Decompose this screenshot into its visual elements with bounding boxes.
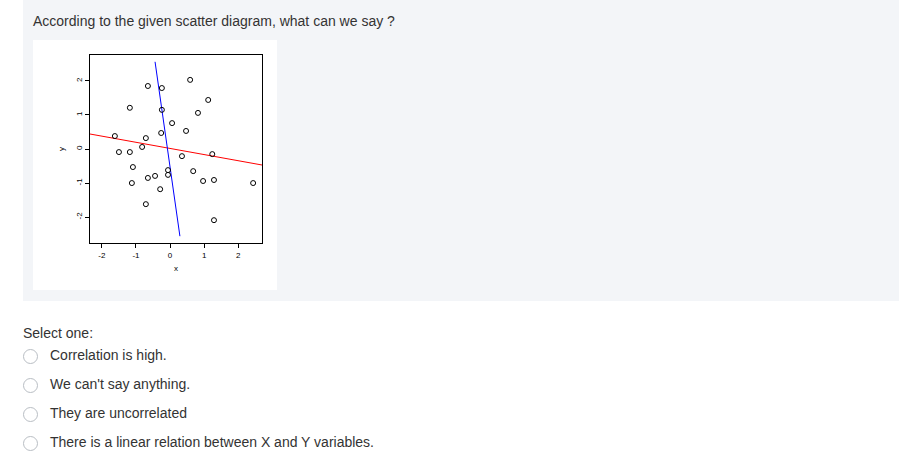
svg-text:-1: -1 (132, 251, 140, 260)
svg-text:1: 1 (75, 111, 84, 116)
svg-text:-1: -1 (75, 178, 84, 186)
svg-text:y: y (57, 147, 66, 151)
html-text:Select one:: Select one: (23, 325, 94, 341)
html-text:There is a linear relation bet: There is a linear relation between X and… (50, 434, 374, 450)
svg-text:2: 2 (75, 77, 84, 82)
svg-text:-2: -2 (75, 212, 84, 220)
html-text:We can't say anything.: We can't say anything. (50, 376, 191, 392)
html-text:According to the given scatter: According to the given scatter diagram, … (33, 13, 395, 29)
svg-text:0: 0 (168, 251, 173, 260)
html-text:Correlation is high.: Correlation is high. (50, 347, 167, 363)
svg-text:2: 2 (236, 251, 241, 260)
svg-text:x: x (174, 264, 178, 273)
html-text:They are uncorrelated: They are uncorrelated (50, 405, 187, 421)
svg-text:-2: -2 (98, 251, 106, 260)
svg-text:1: 1 (202, 251, 207, 260)
svg-text:0: 0 (75, 145, 84, 150)
